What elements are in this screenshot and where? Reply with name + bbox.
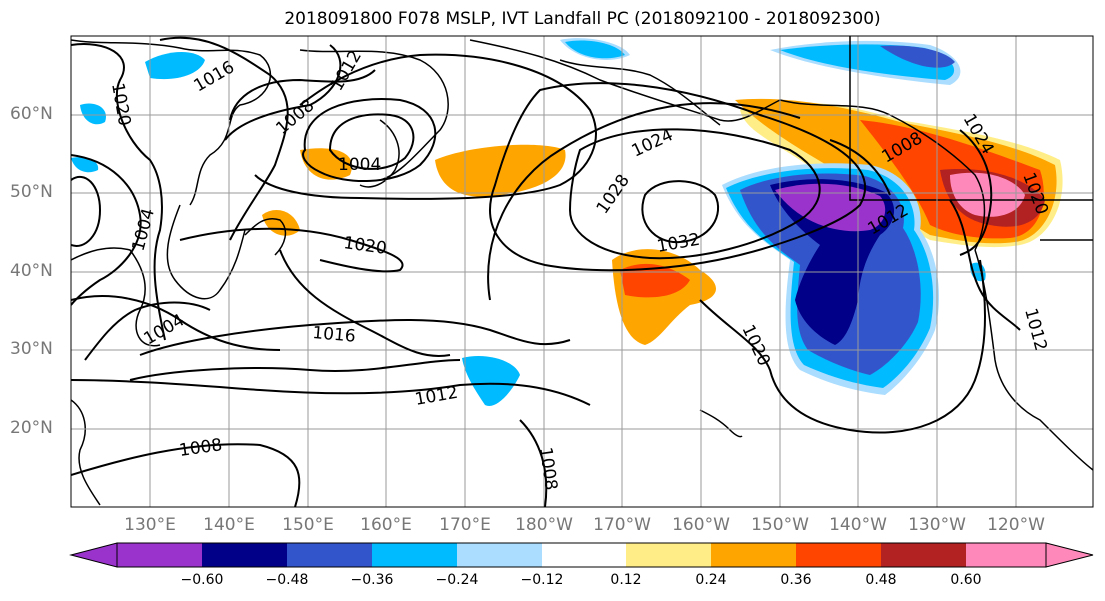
negative-anomaly-regions	[71, 38, 986, 406]
colorbar-segment	[711, 543, 796, 567]
map-title: 2018091800 F078 MSLP, IVT Landfall PC (2…	[284, 9, 881, 29]
lon-label: 150°W	[751, 515, 809, 535]
lat-label: 30°N	[10, 339, 53, 359]
colorbar-max-arrow	[1045, 542, 1094, 568]
isobar-label: 1016	[312, 323, 357, 347]
colorbar-segment	[372, 543, 457, 567]
isobar-label: 1004	[129, 206, 160, 253]
isobar-label: 1020	[342, 233, 388, 259]
lon-label: 130°W	[908, 515, 966, 535]
isobar-label: 1012	[413, 383, 459, 410]
colorbar-tick-label: 0.36	[780, 572, 812, 588]
isobar-label: 1020	[107, 81, 134, 127]
lon-label: 130°E	[124, 515, 176, 535]
lon-label: 150°E	[282, 515, 334, 535]
isobar-label: 1008	[535, 446, 561, 492]
map-frame	[70, 35, 1094, 508]
lon-label: 160°E	[360, 515, 412, 535]
colorbar-tick-label: 0.48	[865, 572, 897, 588]
colorbar-segment	[796, 543, 881, 567]
lat-label: 60°N	[10, 104, 53, 124]
colorbar-segment	[626, 543, 711, 567]
colorbar-segment	[966, 543, 1046, 567]
colorbar	[69, 542, 1094, 568]
isobar-label: 1008	[272, 96, 318, 139]
colorbar-min-arrow	[69, 542, 118, 568]
colorbar-segment	[881, 543, 966, 567]
colorbar-tick-label: 0.24	[695, 572, 727, 588]
colorbar-tick-label: −0.48	[265, 572, 309, 588]
colorbar-segment	[202, 543, 287, 567]
lon-label: 170°W	[593, 515, 651, 535]
isobar-label: 1008	[178, 435, 224, 461]
colorbar-tick-label: −0.60	[180, 572, 224, 588]
lat-label: 40°N	[10, 261, 53, 281]
lon-label: 120°W	[987, 515, 1045, 535]
lon-label: 140°W	[829, 515, 887, 535]
colorbar-tick-label: −0.24	[435, 572, 479, 588]
coastlines	[71, 36, 1093, 506]
colorbar-segment	[457, 543, 542, 567]
lon-label: 140°E	[203, 515, 255, 535]
colorbar-segment	[117, 543, 202, 567]
colorbar-tick-label: 0.60	[950, 572, 982, 588]
colorbar-frame	[116, 542, 1047, 568]
isobar-label: 1004	[338, 155, 381, 175]
colorbar-tick-label: −0.36	[350, 572, 394, 588]
lon-label: 180°W	[515, 515, 573, 535]
colorbar-tick-label: −0.12	[520, 572, 564, 588]
lon-label: 170°E	[439, 515, 491, 535]
isobar-label: 1020	[737, 322, 773, 370]
colorbar-segment	[542, 543, 626, 567]
lat-label: 20°N	[10, 418, 53, 438]
isobars	[71, 36, 1021, 507]
lat-label: 50°N	[10, 182, 53, 202]
graticule	[71, 36, 1093, 507]
colorbar-segment	[287, 543, 372, 567]
isobar-label: 1028	[593, 171, 634, 218]
map-field: 1020 1016 1012 1008 1004 1004 1024 1028 …	[71, 36, 1093, 507]
isobar-label: 1012	[327, 47, 366, 94]
isobar-label: 1032	[655, 230, 701, 257]
lon-label: 160°W	[672, 515, 730, 535]
isobar-label: 1012	[1020, 306, 1051, 353]
colorbar-tick-label: 0.12	[610, 572, 642, 588]
